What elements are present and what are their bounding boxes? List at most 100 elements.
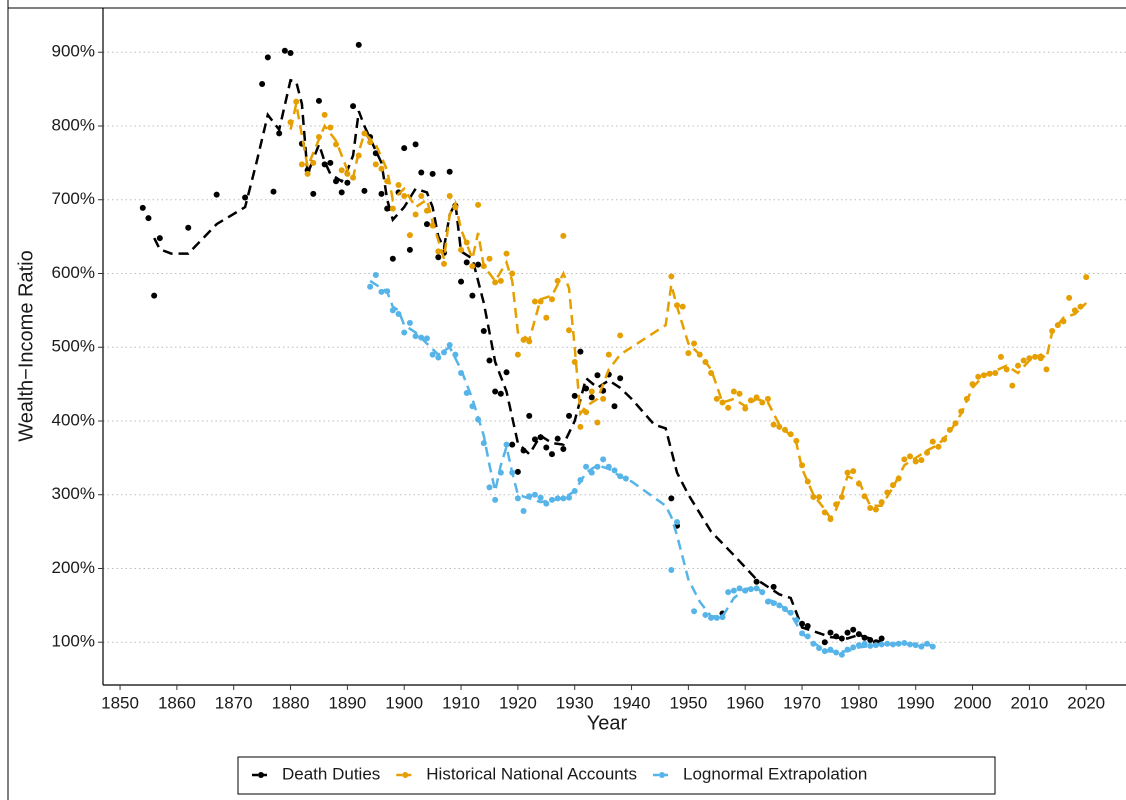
point — [889, 641, 896, 648]
point — [958, 408, 965, 415]
point — [946, 426, 953, 433]
point — [907, 453, 914, 460]
point — [816, 645, 823, 652]
point — [776, 423, 783, 430]
point — [372, 271, 379, 278]
point — [975, 373, 982, 380]
point — [884, 489, 891, 496]
point — [617, 375, 624, 382]
grid — [103, 51, 1126, 643]
point — [577, 423, 584, 430]
point — [276, 130, 283, 137]
point — [827, 646, 834, 653]
point — [401, 329, 408, 336]
point — [872, 642, 879, 649]
x-tick-label: 1960 — [726, 693, 764, 712]
point — [384, 205, 391, 212]
x-tick-label: 1950 — [669, 693, 707, 712]
point — [560, 446, 567, 453]
point — [429, 170, 436, 177]
point — [1009, 382, 1016, 389]
point — [827, 516, 834, 523]
point — [537, 298, 544, 305]
point — [480, 328, 487, 335]
point — [770, 583, 777, 590]
point — [1032, 353, 1039, 360]
point — [412, 211, 419, 218]
point — [1083, 274, 1090, 281]
point — [799, 462, 806, 469]
point — [583, 385, 590, 392]
point — [531, 436, 538, 443]
point — [810, 640, 817, 647]
point — [713, 395, 720, 402]
point — [560, 495, 567, 502]
point — [463, 259, 470, 266]
y-tick-label: 800% — [52, 115, 95, 134]
point — [185, 224, 192, 231]
point — [458, 370, 465, 377]
point — [935, 443, 942, 450]
point — [861, 634, 868, 641]
point — [287, 119, 294, 126]
point — [583, 463, 590, 470]
point — [509, 270, 516, 277]
point — [850, 626, 857, 633]
point — [423, 207, 430, 214]
point — [406, 232, 413, 239]
point — [503, 441, 510, 448]
point — [441, 349, 447, 356]
trend-line — [289, 103, 1088, 521]
point — [952, 420, 959, 427]
point — [997, 353, 1004, 360]
legend: Death Duties Historical National Accounts… — [252, 764, 867, 783]
point — [458, 246, 465, 253]
x-tick-label: 1900 — [385, 693, 423, 712]
point — [503, 369, 510, 376]
point — [1049, 328, 1056, 335]
point — [742, 405, 749, 412]
point — [855, 631, 862, 638]
point — [514, 468, 521, 475]
point — [844, 469, 851, 476]
legend-dot — [659, 772, 665, 778]
x-tick-label: 1870 — [215, 693, 253, 712]
x-tick-label: 1890 — [328, 693, 366, 712]
point — [929, 643, 936, 650]
point — [787, 431, 794, 438]
point — [469, 263, 476, 270]
point — [213, 191, 220, 198]
point — [668, 566, 675, 573]
point — [861, 640, 868, 647]
point — [844, 629, 851, 636]
trend-line — [369, 279, 933, 654]
point — [492, 388, 499, 395]
point — [469, 292, 476, 299]
point — [850, 644, 857, 651]
point — [554, 495, 561, 502]
point — [395, 311, 402, 318]
point — [912, 642, 919, 649]
point — [526, 412, 533, 419]
point — [560, 232, 567, 239]
point — [264, 54, 271, 61]
point — [151, 292, 158, 299]
x-tick-label: 2010 — [1010, 693, 1048, 712]
x-tick-label: 1910 — [442, 693, 480, 712]
point — [304, 170, 311, 177]
point — [708, 614, 715, 621]
point — [384, 288, 391, 295]
point — [315, 97, 322, 104]
point — [594, 463, 601, 470]
x-tick-label: 2020 — [1067, 693, 1105, 712]
point — [441, 260, 447, 267]
point — [804, 623, 811, 630]
y-tick-label: 500% — [52, 337, 95, 356]
point — [355, 41, 362, 48]
point — [554, 277, 561, 284]
point — [514, 495, 521, 502]
point — [514, 351, 521, 358]
point — [793, 437, 800, 444]
point — [520, 336, 527, 343]
point — [907, 641, 914, 648]
